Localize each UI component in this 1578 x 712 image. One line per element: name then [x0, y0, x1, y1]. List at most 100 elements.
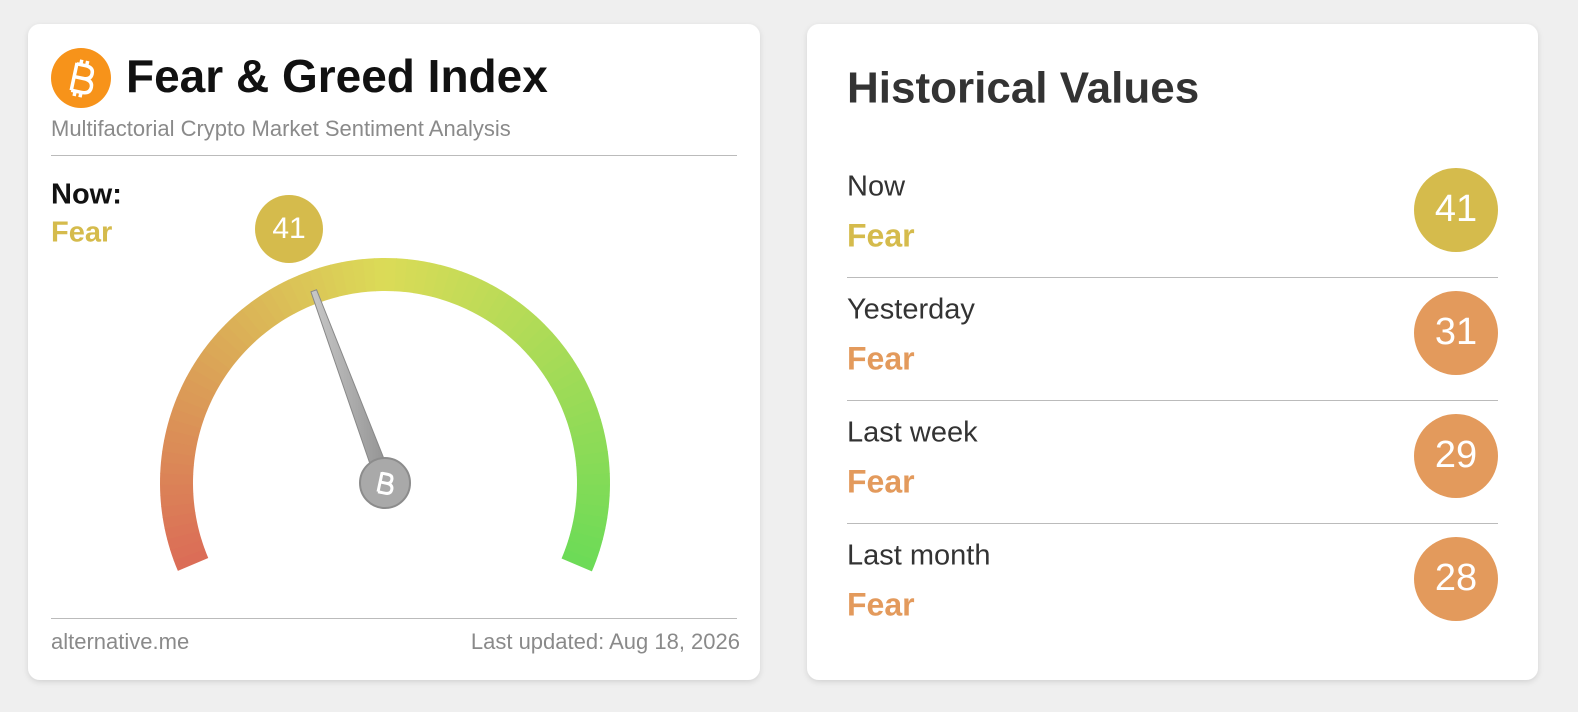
arc-segment	[191, 358, 226, 386]
arc-segment	[159, 472, 194, 485]
arc-segment	[176, 387, 212, 411]
arc-segment	[278, 279, 303, 314]
arc-segment	[539, 349, 573, 378]
row-label: Last week	[847, 417, 978, 449]
arc-segment	[169, 407, 205, 429]
arc-segment	[288, 275, 312, 310]
arc-segment	[259, 290, 287, 324]
row-value: 41	[1435, 188, 1477, 230]
value-bubble	[1414, 168, 1498, 252]
bitcoin-logo	[51, 48, 111, 108]
arc-segment	[172, 397, 208, 420]
arc-segment	[210, 332, 243, 362]
arc-segment	[575, 451, 610, 466]
arc-segment	[458, 275, 483, 310]
row-label: Last month	[847, 540, 990, 572]
arc-segment	[575, 493, 610, 508]
arc-segment	[533, 340, 567, 370]
now-value: 41	[272, 212, 305, 245]
source: alternative.me	[51, 629, 189, 654]
row-label: Now	[847, 171, 906, 203]
arc-segment	[440, 267, 462, 303]
arc-segment	[571, 429, 607, 448]
arc-segment	[203, 340, 237, 370]
arc-segment	[570, 521, 606, 540]
arc-segment	[565, 540, 600, 562]
arc-segment	[499, 302, 529, 336]
arc-segment	[362, 258, 377, 292]
arc-segment	[521, 324, 553, 355]
arc-segment	[160, 483, 194, 496]
arc-segment	[561, 549, 597, 572]
arc-segment	[225, 316, 256, 348]
arc-segment	[558, 387, 594, 411]
arc-segment	[160, 461, 194, 475]
arc-segment	[554, 377, 590, 403]
row-classification: Fear	[847, 586, 915, 622]
subtitle: Multifactorial Crypto Market Sentiment A…	[51, 116, 511, 141]
arc-segment	[431, 264, 452, 300]
arc-segment	[308, 267, 330, 303]
arc-segment	[385, 258, 397, 292]
value-bubble	[1414, 537, 1498, 621]
arc-segment	[576, 462, 610, 476]
arc-segment	[160, 493, 195, 507]
arc-segment	[550, 368, 585, 394]
arc-segment	[170, 539, 205, 561]
arc-segment	[484, 290, 511, 324]
arc-segment	[164, 429, 199, 447]
value-bubble	[1414, 291, 1498, 375]
now-classification: Fear	[51, 217, 112, 249]
arc-segment	[186, 367, 221, 394]
arc-segment	[319, 264, 339, 300]
gauge-hub	[359, 457, 411, 509]
arc-segment	[268, 284, 295, 319]
arc-segment	[573, 440, 608, 457]
arc-segment	[330, 262, 348, 297]
arc-segment	[161, 502, 196, 518]
arc-segment	[572, 512, 608, 530]
value-bubble	[255, 195, 323, 263]
arc-segment	[576, 484, 610, 497]
row-classification: Fear	[847, 463, 915, 499]
row-classification: Fear	[847, 217, 915, 253]
arc-segment	[250, 295, 279, 330]
arc-segment	[527, 332, 560, 363]
row-value: 31	[1435, 311, 1477, 353]
right-card	[807, 24, 1538, 680]
row-classification: Fear	[847, 340, 915, 376]
row-value: 29	[1435, 434, 1477, 476]
arc-segment	[562, 397, 598, 420]
arc-segment	[566, 408, 601, 429]
arc-segment	[373, 257, 386, 292]
gauge-arc	[159, 257, 611, 572]
arc-segment	[467, 279, 492, 315]
title: Fear & Greed Index	[126, 50, 548, 102]
arc-segment	[569, 418, 604, 438]
arc-segment	[167, 530, 202, 551]
historical-title: Historical Values	[847, 64, 1199, 113]
arc-segment	[181, 377, 216, 402]
arc-segment	[475, 284, 502, 319]
arc-segment	[241, 302, 271, 335]
arc-segment	[574, 503, 609, 519]
arc-segment	[351, 259, 367, 294]
arc-segment	[173, 548, 209, 571]
history-list: Now Fear 41 Yesterday Fear 31 Last week Fear 29 L…	[847, 168, 1498, 622]
row-label: Yesterday	[847, 294, 975, 326]
last-updated: Last updated: Aug 18, 2026	[471, 629, 740, 654]
arc-segment	[422, 262, 441, 297]
arc-segment	[545, 358, 579, 386]
arc-segment	[164, 521, 200, 540]
arc-segment	[217, 324, 250, 355]
now-label: Now:	[51, 179, 122, 211]
arc-segment	[166, 418, 202, 438]
arc-segment	[576, 473, 611, 486]
row-value: 28	[1435, 557, 1477, 599]
arc-segment	[162, 439, 197, 457]
arc-segment	[449, 271, 472, 306]
arc-segment	[233, 309, 264, 342]
arc-segment	[507, 309, 538, 342]
